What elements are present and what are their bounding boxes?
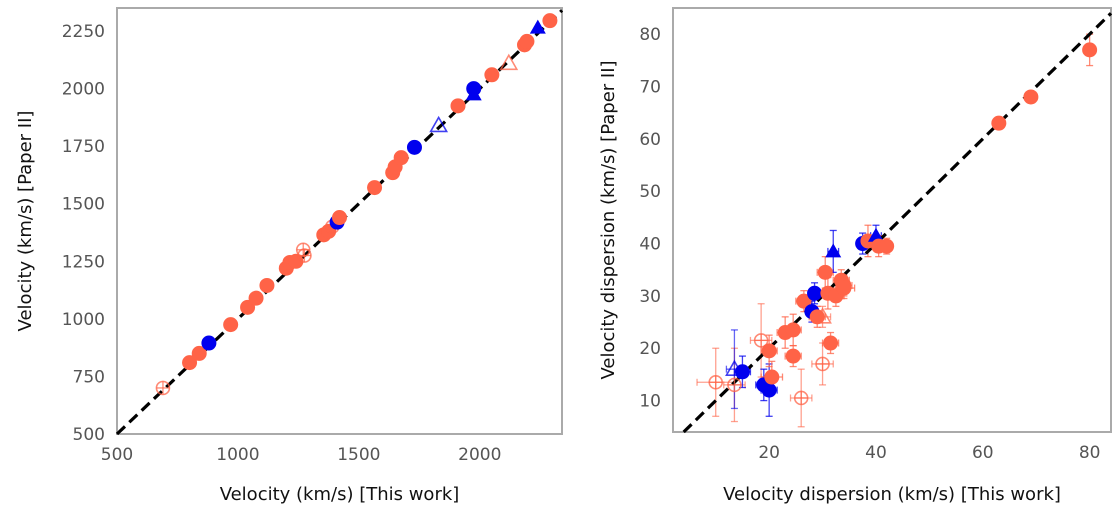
y-tick-label: 30: [639, 287, 661, 307]
data-point-circle: [991, 115, 1007, 131]
data-point-circle: [288, 253, 304, 269]
data-point-triangle: [529, 19, 546, 34]
x-tick-label: 20: [758, 443, 780, 463]
data-point-circle: [393, 150, 409, 166]
data-point-circle: [259, 277, 275, 293]
dispersion-plot-frame: [672, 7, 1112, 433]
y-tick-label: 1000: [62, 310, 105, 330]
data-point-circle: [484, 67, 500, 83]
data-point-triangle: [813, 307, 832, 324]
y-tick-label: 2250: [62, 22, 105, 42]
x-tick-label: 80: [1079, 443, 1101, 463]
y-tick-label: 1250: [62, 252, 105, 272]
data-point-circle: [1082, 42, 1098, 58]
data-point-triangle: [867, 227, 884, 242]
dispersion-x-axis-label: Velocity dispersion (km/s) [This work]: [723, 484, 1061, 505]
dispersion-x-ticks: 20 40 60 80: [758, 443, 1100, 463]
y-tick-label: 60: [639, 130, 661, 150]
y-tick-label: 750: [73, 367, 105, 387]
data-point-triangle: [429, 115, 449, 133]
velocity-points: [155, 13, 558, 396]
data-point-circle: [879, 238, 895, 254]
data-point-circle: [807, 285, 823, 301]
x-tick-label: 40: [865, 443, 887, 463]
dispersion-y-ticks: 10 20 30 40 50 60 70 80: [639, 25, 661, 411]
data-point-circle: [542, 13, 558, 29]
data-point-circle: [1023, 89, 1039, 105]
data-point-circle: [248, 290, 264, 306]
x-tick-label: 1500: [337, 445, 380, 465]
data-point-circle: [734, 364, 750, 380]
velocity-y-axis-label: Velocity (km/s) [Paper II]: [15, 111, 36, 332]
y-tick-label: 40: [639, 235, 661, 255]
data-point-circle: [761, 382, 777, 398]
y-tick-label: 10: [639, 392, 661, 412]
x-tick-label: 60: [972, 443, 994, 463]
x-tick-label: 1000: [216, 445, 259, 465]
data-point-circle: [466, 81, 482, 97]
y-tick-label: 20: [639, 339, 661, 359]
velocity-x-ticks: 500 1000 1500 2000: [101, 445, 502, 465]
velocity-x-axis-label: Velocity (km/s) [This work]: [220, 484, 460, 505]
data-point-circle: [201, 335, 217, 351]
data-point-circle: [367, 180, 383, 196]
data-point-circle: [406, 139, 422, 155]
y-tick-label: 1500: [62, 195, 105, 215]
velocity-plot-frame: [116, 7, 563, 435]
y-tick-label: 2000: [62, 80, 105, 100]
data-point-circle: [764, 369, 780, 385]
data-point-circle: [761, 343, 777, 359]
x-tick-label: 2000: [458, 445, 501, 465]
data-point-circle: [817, 264, 833, 280]
data-point-triangle: [825, 243, 842, 258]
data-point-circle: [450, 98, 466, 114]
dispersion-y-axis-label: Velocity dispersion (km/s) [Paper II]: [598, 60, 619, 379]
y-tick-label: 500: [73, 425, 105, 445]
data-point-circle: [191, 345, 207, 361]
data-point-circle: [836, 280, 852, 296]
dispersion-identity-line: [682, 12, 1113, 434]
data-point-circle: [785, 348, 801, 364]
y-tick-label: 1750: [62, 137, 105, 157]
velocity-y-ticks: 500 750 1000 1250 1500 1750 2000 2250: [62, 22, 105, 445]
data-point-circle: [823, 335, 839, 351]
data-point-circle: [785, 322, 801, 338]
dispersion-panel: 20 40 60 80 10 20 30 40 50 60 70 80 Velocity dispe…: [598, 7, 1113, 505]
data-point-circle: [519, 33, 535, 49]
x-tick-label: 500: [101, 445, 133, 465]
y-tick-label: 80: [639, 25, 661, 45]
data-point-circle: [223, 317, 239, 333]
data-point-circle: [332, 210, 347, 226]
data-point-triangle: [499, 53, 519, 71]
velocity-panel: 500 1000 1500 2000 500 750 1000 1250 1500 1750 20…: [15, 7, 564, 505]
y-tick-label: 70: [639, 78, 661, 98]
data-point-circle: [796, 293, 812, 309]
dispersion-points: [708, 42, 1098, 406]
y-tick-label: 50: [639, 182, 661, 202]
data-point-circle: [182, 355, 198, 371]
